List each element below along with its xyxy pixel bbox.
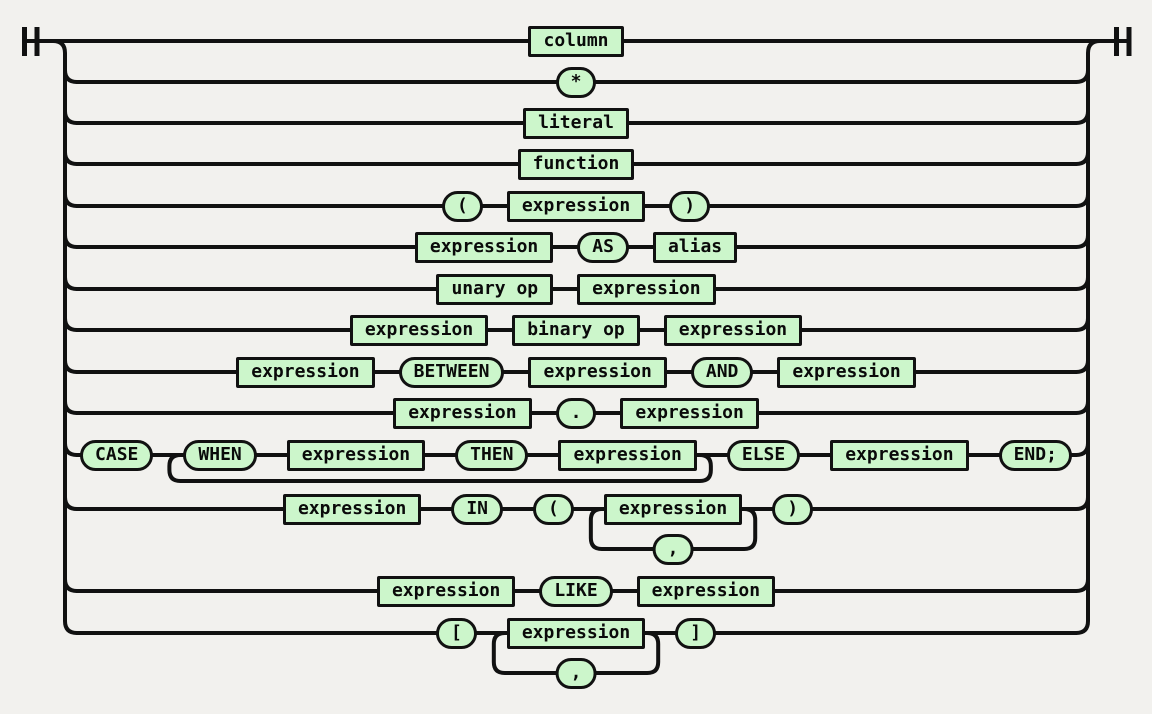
branch-row-10: expression. expression — [0, 397, 1152, 429]
node-then: THEN — [455, 439, 529, 471]
node-in: IN — [451, 493, 503, 525]
node-like: LIKE — [539, 575, 613, 607]
node-expression: expression — [282, 493, 422, 525]
node-end-keyword: END; — [998, 439, 1072, 471]
node-close-bracket: ] — [675, 617, 717, 649]
branch-row-1: column — [0, 25, 1152, 57]
node-expression: expression — [636, 575, 776, 607]
node-expression: expression — [777, 356, 916, 388]
node-expression: expression — [830, 439, 969, 471]
node-expression: expression — [349, 314, 489, 346]
node-function: function — [517, 148, 635, 180]
branch-row-6: expression AS alias — [0, 231, 1152, 263]
node-expression: expression — [286, 439, 426, 471]
branch-row-12: expression IN ( expression) — [0, 493, 1124, 525]
node-asterisk: * — [555, 66, 597, 98]
node-expression: expression — [376, 575, 516, 607]
node-close-paren: ) — [669, 190, 711, 222]
node-expression: expression — [663, 314, 803, 346]
branch-row-2: * — [0, 66, 1152, 98]
end-terminal-icon — [1114, 27, 1132, 56]
node-literal: literal — [523, 107, 629, 139]
start-terminal-icon — [22, 27, 40, 56]
node-and: AND — [690, 356, 754, 388]
node-comma: , — [652, 533, 694, 565]
node-expression: expression — [236, 356, 375, 388]
node-comma: , — [555, 657, 597, 689]
wire-left-rail — [51, 39, 79, 635]
branch-row-5: ( expression) — [0, 190, 1152, 222]
node-expression: expression — [577, 273, 716, 305]
node-open-paren: ( — [533, 493, 574, 525]
branch-row-13: expression LIKE expression — [0, 575, 1152, 607]
wire-right-rail — [1074, 39, 1102, 635]
node-between: BETWEEN — [398, 356, 505, 388]
branch-row-3: literal — [0, 107, 1152, 139]
node-else: ELSE — [726, 439, 801, 471]
branch-row-8: expression binary op expression — [0, 314, 1152, 346]
branch-row-7: unary op expression — [0, 273, 1152, 305]
node-expression: expression — [506, 617, 646, 649]
node-expression: expression — [620, 397, 759, 429]
branch-row-4: function — [0, 148, 1152, 180]
node-expression: expression — [506, 190, 646, 222]
node-open-paren: ( — [441, 190, 483, 222]
wire-loop-row-11 — [167, 453, 713, 483]
branch-row-14: [ expression] — [0, 617, 1152, 649]
node-expression: expression — [558, 439, 697, 471]
node-case: CASE — [80, 439, 154, 471]
node-column: column — [528, 25, 624, 57]
node-expression: expression — [603, 493, 743, 525]
node-when: WHEN — [183, 439, 257, 471]
node-binary-op: binary op — [512, 314, 640, 346]
node-unary-op: unary op — [436, 273, 554, 305]
node-alias: alias — [652, 231, 738, 263]
node-expression: expression — [528, 356, 667, 388]
node-expression: expression — [414, 231, 554, 263]
branch-row-11: CASE WHEN expression THEN expression ELSE expr… — [0, 439, 1152, 471]
branch-row-9: expression BETWEEN expression AND expression — [0, 356, 1152, 388]
node-dot: . — [555, 397, 597, 429]
node-as: AS — [577, 231, 629, 263]
node-close-paren: ) — [772, 493, 814, 525]
node-open-bracket: [ — [435, 617, 477, 649]
node-expression: expression — [393, 397, 532, 429]
